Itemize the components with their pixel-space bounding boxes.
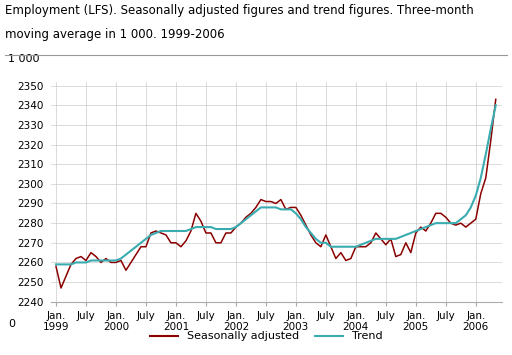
Text: moving average in 1 000. 1999-2006: moving average in 1 000. 1999-2006 (5, 28, 225, 42)
Seasonally adjusted (53, 264, 59, 268)
Line: Trend: Trend (56, 105, 496, 264)
Seasonally adjusted (113, 260, 119, 264)
Trend (443, 221, 449, 225)
Trend (278, 207, 284, 212)
Seasonally adjusted (228, 231, 234, 235)
Seasonally adjusted (103, 256, 109, 261)
Line: Seasonally adjusted: Seasonally adjusted (56, 99, 496, 288)
Seasonally adjusted (283, 207, 289, 212)
Seasonally adjusted (148, 231, 154, 235)
Trend (223, 227, 229, 231)
Seasonally adjusted (58, 286, 64, 290)
Trend (53, 262, 59, 267)
Legend: Seasonally adjusted, Trend: Seasonally adjusted, Trend (145, 327, 387, 346)
Seasonally adjusted (447, 221, 454, 225)
Trend (98, 258, 104, 263)
Trend (108, 258, 114, 263)
Seasonally adjusted (493, 97, 499, 102)
Trend (493, 103, 499, 107)
Trend (143, 237, 149, 241)
Text: Employment (LFS). Seasonally adjusted figures and trend figures. Three-month: Employment (LFS). Seasonally adjusted fi… (5, 4, 474, 17)
Text: 1 000: 1 000 (8, 54, 40, 64)
Text: 0: 0 (8, 320, 15, 329)
